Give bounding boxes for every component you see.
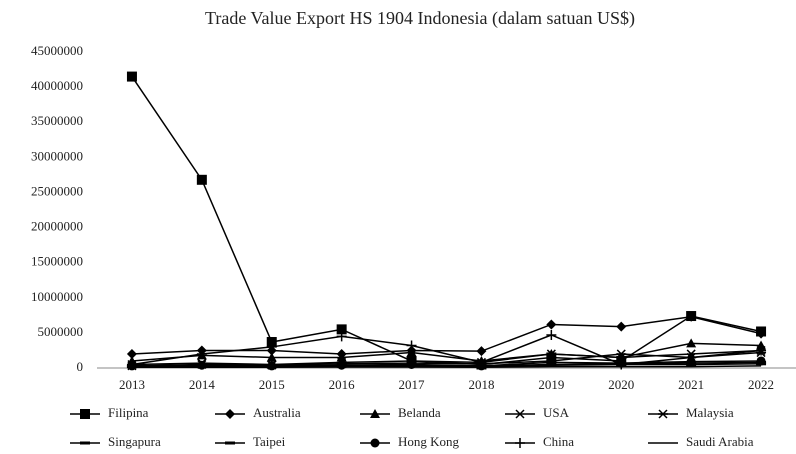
x-tick-label: 2021 [678,377,704,392]
marker [267,361,277,371]
marker [406,340,417,351]
legend-marker [225,441,235,445]
legend-label: Saudi Arabia [686,434,754,449]
marker [476,357,487,368]
y-tick-label: 15000000 [31,254,83,269]
marker [756,328,767,339]
x-tick-label: 2022 [748,377,774,392]
marker [616,359,627,370]
legend-label: Belanda [398,405,441,420]
marker [406,347,417,357]
marker [686,311,697,322]
marker [476,346,487,357]
marker [126,348,137,359]
y-tick-label: 35000000 [31,113,83,128]
y-tick-label: 0 [77,359,84,374]
marker [126,71,137,82]
marker [336,331,347,342]
marker [196,348,207,359]
y-tick-label: 10000000 [31,289,83,304]
y-tick-label: 20000000 [31,219,83,234]
chart-title: Trade Value Export HS 1904 Indonesia (da… [205,8,635,29]
series-line [131,365,762,369]
marker [266,352,277,362]
legend-label: Australia [253,405,301,420]
series-line [131,76,762,366]
x-tick-label: 2017 [399,377,426,392]
legend-marker [80,409,90,419]
marker [546,319,557,330]
legend-label: USA [543,405,570,420]
marker [546,349,556,359]
x-tick-label: 2014 [189,377,216,392]
marker [546,329,557,340]
x-tick-label: 2020 [608,377,634,392]
legend-label: Singapura [108,434,161,449]
legend-label: Malaysia [686,405,734,420]
marker [686,352,697,363]
marker [756,345,767,356]
marker [197,360,207,370]
legend-label: China [543,434,574,449]
y-tick-label: 40000000 [31,78,83,93]
legend-marker [658,409,668,419]
legend-marker [515,438,525,448]
marker [337,360,347,370]
legend-marker [370,438,380,448]
y-tick-label: 45000000 [31,43,83,58]
legend-label: Filipina [108,405,149,420]
marker [196,174,207,185]
series-line [131,334,762,366]
x-tick-label: 2015 [259,377,285,392]
series-line [131,342,762,362]
legend-marker [370,409,380,418]
legend-label: Taipei [253,434,286,449]
marker [686,338,697,348]
legend-label: Hong Kong [398,434,460,449]
y-tick-label: 25000000 [31,183,83,198]
x-tick-label: 2013 [119,377,145,392]
series-line [131,360,762,367]
x-tick-label: 2016 [329,377,356,392]
legend-marker [225,409,235,419]
marker [616,321,627,332]
legend-marker [515,409,525,419]
x-tick-label: 2019 [538,377,564,392]
x-tick-label: 2018 [468,377,494,392]
marker [616,349,627,359]
marker [546,357,556,367]
marker [266,341,277,352]
marker [756,356,766,366]
y-tick-label: 30000000 [31,148,83,163]
y-tick-label: 5000000 [38,324,84,339]
legend-marker [80,441,90,445]
marker [336,324,347,335]
